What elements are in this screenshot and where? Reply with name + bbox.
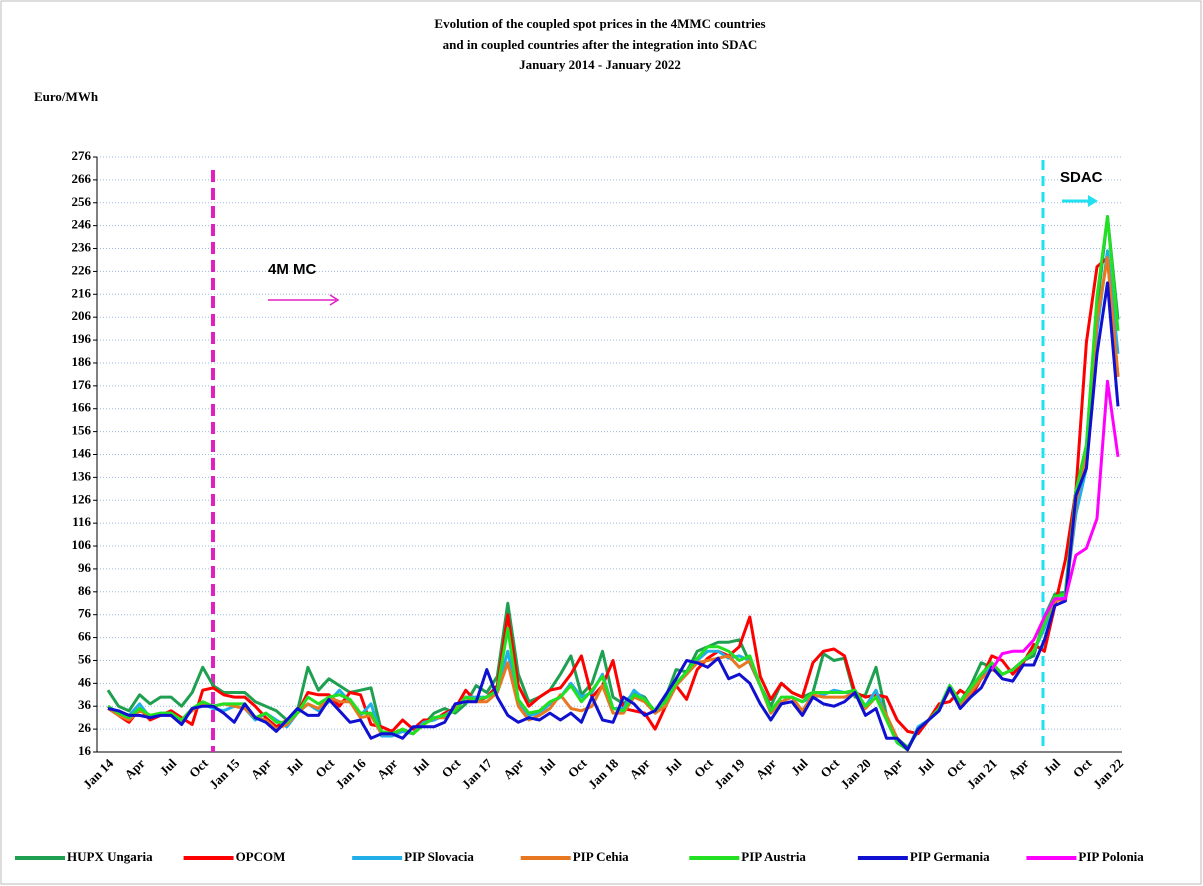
series-line bbox=[990, 379, 1120, 671]
y-tick-label: 236 bbox=[72, 240, 92, 255]
legend-label: PIP Polonia bbox=[1078, 849, 1144, 864]
annotation-arrow-head bbox=[329, 294, 340, 306]
y-tick-label: 16 bbox=[78, 743, 92, 758]
y-tick-label: 276 bbox=[72, 148, 92, 163]
y-tick-label: 176 bbox=[72, 377, 92, 392]
y-tick-label: 46 bbox=[78, 674, 92, 689]
series-line bbox=[107, 256, 1120, 736]
chart-title: and in coupled countries after the integ… bbox=[443, 37, 758, 52]
y-tick-label: 166 bbox=[72, 400, 92, 415]
y-tick-label: 186 bbox=[72, 354, 92, 369]
legend-label: PIP Germania bbox=[910, 849, 990, 864]
legend-label: OPCOM bbox=[236, 849, 286, 864]
y-tick-label: 66 bbox=[78, 629, 92, 644]
legend-label: HUPX Ungaria bbox=[67, 849, 153, 864]
y-tick-label: 246 bbox=[72, 217, 92, 232]
y-tick-label: 256 bbox=[72, 194, 92, 209]
chart-title: Evolution of the coupled spot prices in … bbox=[434, 16, 765, 31]
y-tick-label: 126 bbox=[72, 491, 92, 506]
y-tick-label: 196 bbox=[72, 331, 92, 346]
y-tick-label: 216 bbox=[72, 285, 92, 300]
y-tick-label: 96 bbox=[78, 560, 92, 575]
series-line bbox=[107, 281, 1120, 752]
y-tick-label: 76 bbox=[78, 606, 92, 621]
y-tick-label: 106 bbox=[72, 537, 92, 552]
annotation: 4M MC bbox=[268, 261, 317, 278]
legend-label: PIP Cehia bbox=[573, 849, 629, 864]
y-tick-label: 56 bbox=[78, 651, 92, 666]
y-tick-label: 136 bbox=[72, 468, 92, 483]
annotation-arrow-head bbox=[1088, 195, 1098, 207]
y-tick-label: 36 bbox=[78, 697, 92, 712]
y-tick-label: 116 bbox=[72, 514, 91, 529]
y-tick-label: 86 bbox=[78, 583, 92, 598]
y-tick-label: 156 bbox=[72, 423, 92, 438]
annotation: SDAC bbox=[1060, 169, 1103, 186]
y-tick-label: 266 bbox=[72, 171, 92, 186]
chart-title: January 2014 - January 2022 bbox=[519, 57, 681, 72]
y-tick-label: 226 bbox=[72, 262, 92, 277]
y-tick-label: 26 bbox=[78, 720, 92, 735]
legend-label: PIP Slovacia bbox=[404, 849, 474, 864]
series-line bbox=[107, 215, 1120, 752]
y-tick-label: 146 bbox=[72, 445, 92, 460]
y-axis-label: Euro/MWh bbox=[34, 89, 99, 104]
y-tick-label: 206 bbox=[72, 308, 92, 323]
legend-label: PIP Austria bbox=[741, 849, 806, 864]
